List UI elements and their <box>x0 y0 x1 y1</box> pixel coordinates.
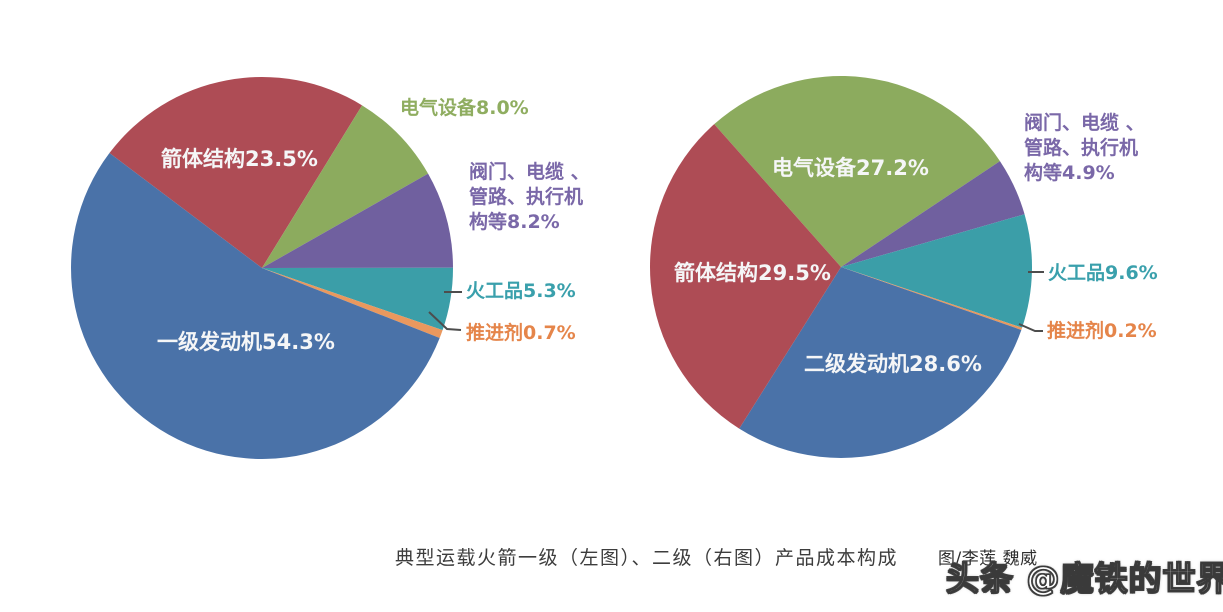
pie-slice-valves-cables-pipes-actuators <box>841 161 1025 267</box>
pie-slice-electrical-equipment <box>262 105 429 268</box>
pie-slice-pyrotechnics <box>841 214 1032 328</box>
slice-label-electrical-equipment-left: 电气设备8.0% <box>400 97 529 119</box>
slice-label-electrical-equipment-right: 电气设备27.2% <box>772 156 929 180</box>
pie-slice-propellant <box>262 268 443 339</box>
slice-label-valves-cables-pipes-actuators-left: 阀门、电缆 、 管路、执行机 构等8.2% <box>469 161 590 233</box>
figure-caption: 典型运载火箭一级（左图）、二级（右图）产品成本构成 <box>395 547 899 569</box>
slice-label-propellant-left: 推进剂0.7% <box>466 322 576 344</box>
slice-label-valves-cables-pipes-actuators-right: 阀门、电缆 、 管路、执行机 构等4.9% <box>1024 112 1145 184</box>
pie-slice-second-stage-engine <box>739 267 1022 458</box>
pie-slice-rocket-body-structure <box>109 76 363 268</box>
pie-chart-second-stage <box>650 75 1032 458</box>
slice-label-propellant-right: 推进剂0.2% <box>1047 320 1157 342</box>
slice-label-second-stage-engine: 二级发动机28.6% <box>804 352 982 376</box>
watermark: 头条 @魔铁的世界 <box>945 558 1223 598</box>
slice-label-first-stage-engine: 一级发动机54.3% <box>157 330 335 354</box>
slice-label-rocket-body-structure-left: 箭体结构23.5% <box>161 147 318 171</box>
slice-label-pyrotechnics-right: 火工品9.6% <box>1048 262 1158 284</box>
pie-slice-first-stage-engine <box>71 153 440 459</box>
slice-label-rocket-body-structure-right: 箭体结构29.5% <box>674 261 831 285</box>
figure-credit: 图/李莲 魏威 <box>938 549 1038 569</box>
pie-chart-first-stage <box>71 76 454 459</box>
pie-slice-pyrotechnics <box>262 267 454 331</box>
pie-slice-electrical-equipment <box>714 75 1000 268</box>
pie-slice-rocket-body-structure <box>650 124 841 429</box>
pie-slice-propellant <box>841 267 1023 330</box>
slice-label-pyrotechnics-left: 火工品5.3% <box>466 280 576 302</box>
pie-slice-valves-cables-pipes-actuators <box>262 173 453 268</box>
